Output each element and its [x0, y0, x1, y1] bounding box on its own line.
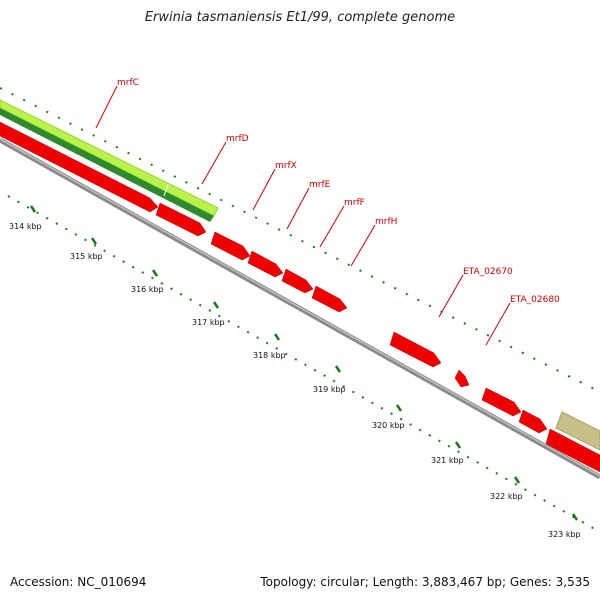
- gene-label-mrfD: mrfD: [226, 134, 249, 144]
- gene-label-ETA_02680: ETA_02680: [510, 295, 560, 305]
- scale-label-318: 318 kbp: [253, 351, 286, 360]
- cds-arrow-mrfH: [311, 285, 348, 313]
- scale-label-320: 320 kbp: [372, 421, 405, 430]
- cds-arrows: [0, 121, 600, 473]
- cds-arrow-mrfD: [155, 202, 207, 237]
- genome-backbone-highlight: [0, 138, 600, 477]
- scale-label-319: 319 kbp: [313, 385, 346, 394]
- cds-arrow-mrfC: [0, 121, 159, 213]
- cds-arrow-right-1: [481, 387, 522, 417]
- scale-label-317: 317 kbp: [192, 318, 225, 327]
- green-feature-split: [163, 183, 169, 197]
- cds-arrow-right-3: [545, 428, 600, 473]
- major-ticks: [29, 205, 579, 521]
- inner-scale-ring: [7, 195, 600, 533]
- scale-label-322: 322 kbp: [490, 492, 523, 501]
- scale-label-314: 314 kbp: [9, 222, 42, 231]
- accession-text: Accession: NC_010694: [10, 575, 147, 589]
- gene-label-mrfE: mrfE: [309, 180, 331, 190]
- cds-arrow-mrfX: [210, 231, 251, 261]
- outer-tick-ring: [0, 87, 600, 393]
- gene-label-mrfF: mrfF: [344, 198, 365, 208]
- cds-arrow-ETA_02670: [389, 331, 442, 368]
- green-feature-dark: [0, 108, 214, 222]
- genome-backbone: [0, 137, 600, 480]
- khaki-feature: [555, 411, 600, 451]
- scale-label-321: 321 kbp: [431, 456, 464, 465]
- scale-label-323: 323 kbp: [548, 530, 581, 539]
- gene-label-mrfX: mrfX: [275, 161, 297, 171]
- gene-label-ETA_02670: ETA_02670: [463, 267, 513, 277]
- scale-label-316: 316 kbp: [131, 285, 164, 294]
- gene-label-mrfC: mrfC: [117, 78, 139, 88]
- cds-arrow-mrfE: [247, 250, 284, 278]
- label-leaders: [95, 85, 511, 346]
- cds-arrow-ETA_02680: [454, 369, 470, 388]
- map-title: Erwinia tasmaniensis Et1/99, complete ge…: [144, 10, 456, 25]
- scale-label-315: 315 kbp: [70, 252, 103, 261]
- gene-label-mrfH: mrfH: [375, 217, 397, 227]
- cds-arrow-right-2: [518, 409, 548, 434]
- cds-arrow-mrfF: [281, 268, 314, 294]
- genome-summary-text: Topology: circular; Length: 3,883,467 bp…: [260, 575, 590, 589]
